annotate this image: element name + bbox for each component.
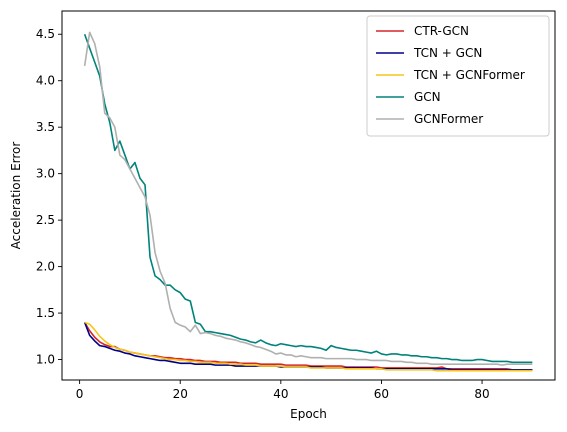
y-tick-label-5: 3.5 (36, 120, 55, 134)
x-axis-label: Epoch (290, 407, 327, 421)
y-tick-label-0: 1.0 (36, 353, 55, 367)
y-tick-label-1: 1.5 (36, 306, 55, 320)
series-line-2 (84, 321, 533, 372)
x-axis: 0 20 40 60 80 (76, 380, 490, 401)
y-tick-label-4: 3.0 (36, 167, 55, 181)
legend-label-1: TCN + GCN (413, 46, 482, 60)
legend-label-3: GCN (414, 90, 441, 104)
legend: CTR-GCN TCN + GCN TCN + GCNFormer GCN GCNFor… (366, 15, 550, 137)
y-tick-label-3: 2.5 (36, 213, 55, 227)
x-tick-label-4: 80 (474, 387, 489, 401)
y-axis-label: Acceleration Error (9, 142, 23, 250)
y-tick-label-7: 4.5 (36, 27, 55, 41)
series-layer (83, 31, 533, 372)
y-axis: 1.0 1.5 2.0 2.5 3.0 3.5 4.0 4.5 (36, 27, 62, 367)
legend-label-0: CTR-GCN (414, 24, 469, 38)
series-line-3 (83, 33, 533, 364)
x-tick-label-1: 20 (173, 387, 188, 401)
x-tick-label-3: 60 (374, 387, 389, 401)
y-tick-label-2: 2.0 (36, 260, 55, 274)
x-tick-label-0: 0 (76, 387, 84, 401)
series-line-0 (83, 321, 533, 371)
series-line-4 (83, 31, 533, 366)
legend-label-4: GCNFormer (414, 112, 483, 126)
legend-label-2: TCN + GCNFormer (413, 68, 525, 82)
y-tick-label-6: 4.0 (36, 74, 55, 88)
plot-frame (61, 10, 556, 381)
x-tick-label-2: 40 (273, 387, 288, 401)
legend-box (366, 15, 550, 137)
